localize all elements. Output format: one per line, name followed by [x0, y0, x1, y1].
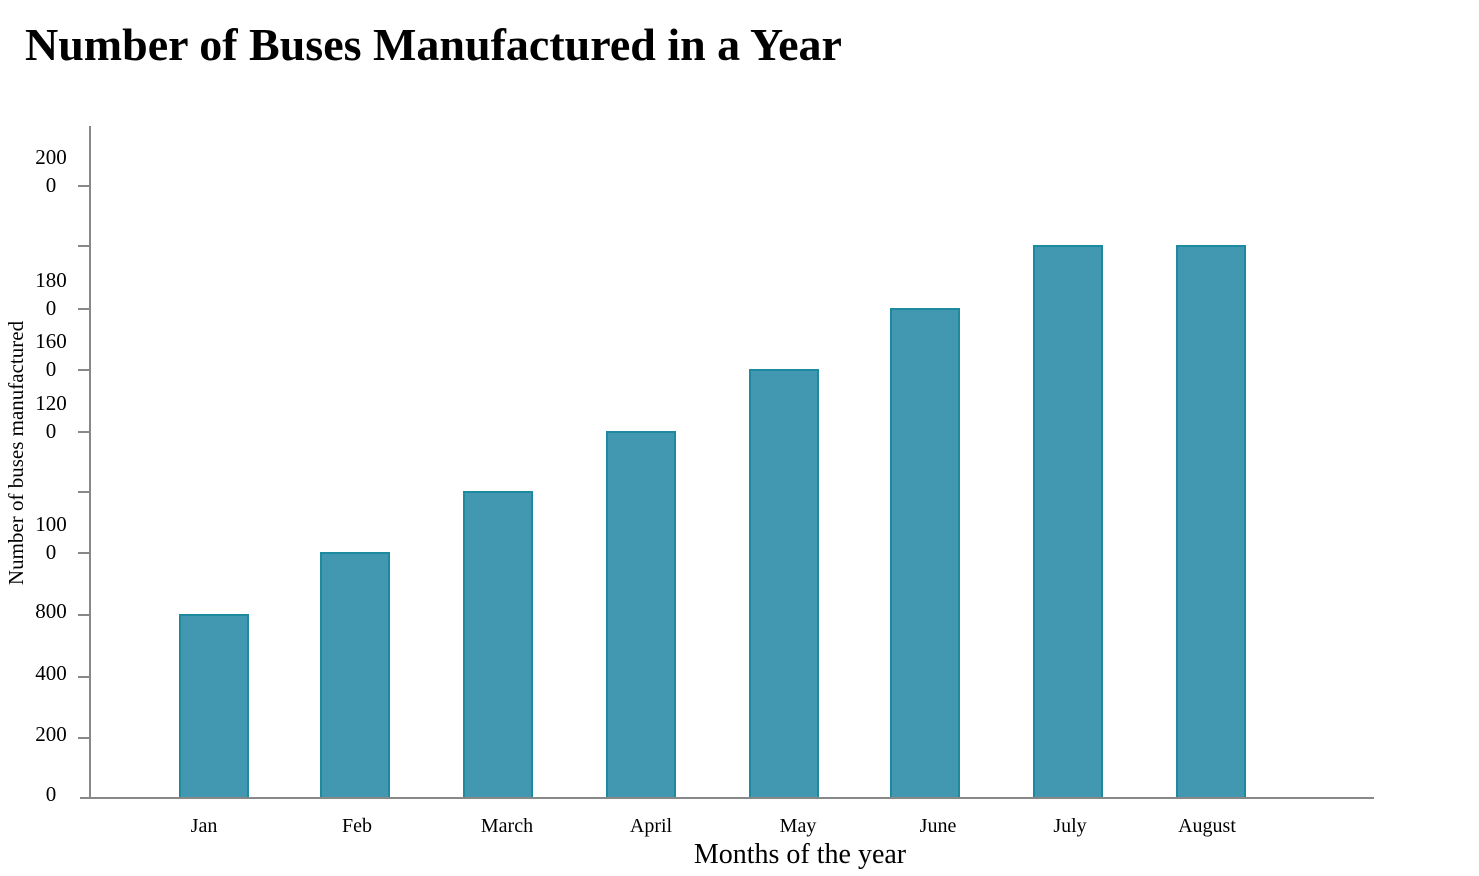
bar-august — [1176, 245, 1246, 799]
x-tick-label: April — [630, 815, 673, 837]
y-tick-label: 160 0 — [35, 329, 67, 381]
y-ticks: 0 200 400 800 100 0 120 0 160 0 180 0 200 0 — [35, 145, 90, 806]
y-tick-label: 120 0 — [35, 391, 67, 443]
bar-may — [749, 369, 819, 799]
y-tick-label: 100 0 — [35, 512, 67, 564]
x-tick-labels: Jan Feb March April May June July August — [191, 815, 1237, 837]
x-tick-label: Jan — [191, 815, 218, 837]
y-tick-label: 200 0 — [35, 145, 67, 197]
x-tick-label: Feb — [342, 815, 372, 837]
bar-june — [890, 308, 960, 799]
y-tick-label: 200 — [35, 722, 67, 746]
y-tick-label: 800 — [35, 599, 67, 623]
y-tick-label: 0 — [46, 782, 57, 806]
x-tick-label: May — [780, 815, 817, 837]
x-tick-label: June — [920, 815, 957, 837]
bar-feb — [320, 552, 390, 799]
x-tick-label: August — [1178, 815, 1236, 837]
bars — [179, 245, 1246, 799]
x-tick-label: July — [1053, 815, 1086, 837]
bar-jan — [179, 614, 249, 799]
x-axis-title: Months of the year — [694, 839, 907, 870]
bar-april — [606, 431, 676, 799]
bar-july — [1033, 245, 1103, 799]
chart-title: Number of Buses Manufactured in a Year — [25, 19, 842, 70]
y-tick-label: 180 0 — [35, 268, 67, 320]
y-axis-title: Number of buses manufactured — [4, 320, 28, 585]
bar-march — [463, 491, 533, 799]
y-tick-label: 400 — [35, 661, 67, 685]
x-tick-label: March — [481, 815, 533, 837]
